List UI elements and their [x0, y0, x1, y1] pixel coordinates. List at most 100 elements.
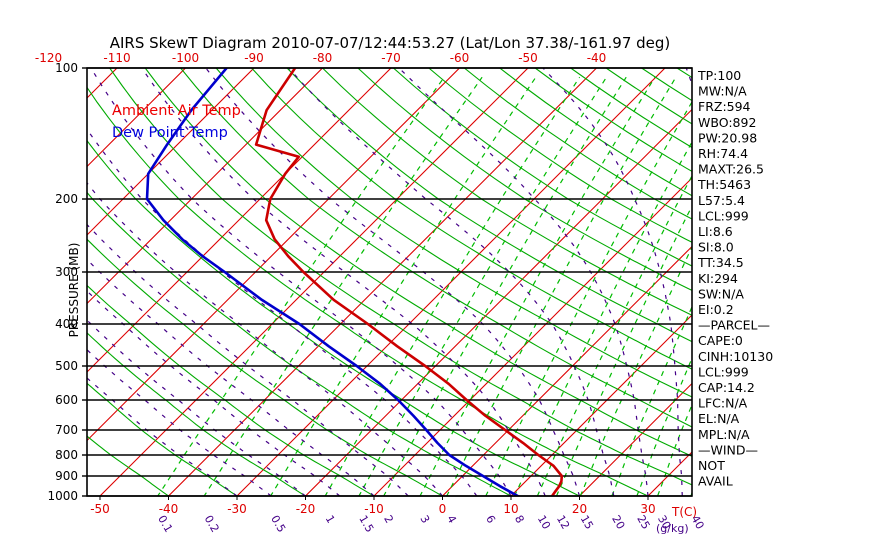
- bottom-temperature-tick-label: 20: [572, 502, 587, 516]
- mixing-ratio-tick-label: 40: [688, 513, 706, 532]
- index-frz: FRZ:594: [698, 99, 751, 114]
- index-mpl: MPL:N/A: [698, 427, 750, 442]
- pressure-tick-label: 900: [55, 469, 78, 483]
- dry-adiabat-line: [393, 68, 692, 267]
- mixing-ratio-line: [636, 356, 692, 496]
- index-sw: SW:N/A: [698, 286, 744, 301]
- pressure-tick-label: 800: [55, 448, 78, 462]
- isotherm-line: [87, 68, 392, 373]
- moist-adiabat-line: [87, 181, 443, 496]
- index-el: EL:N/A: [698, 411, 740, 426]
- isotherm-line: [87, 68, 461, 442]
- chart-title: AIRS SkewT Diagram 2010-07-07/12:44:53.2…: [110, 34, 671, 52]
- dry-adiabat-line: [357, 68, 692, 291]
- temperature-axis-label: T(C): [671, 505, 697, 519]
- index-li: LI:8.6: [698, 224, 733, 239]
- top-temperature-tick-label: -80: [313, 51, 333, 65]
- pressure-tick-label: 500: [55, 359, 78, 373]
- dry-adiabat-line: [87, 238, 444, 496]
- mixing-ratio-line: [269, 76, 537, 496]
- index-lcl-parcel: LCL:999: [698, 364, 749, 379]
- pressure-tick-label: 400: [55, 317, 78, 331]
- mixing-ratio-line: [656, 403, 692, 496]
- moist-adiabat-line: [205, 68, 581, 496]
- pressure-tick-label: 1000: [47, 489, 78, 503]
- dry-adiabat-line: [180, 68, 692, 428]
- mixing-ratio-tick-label: 25: [634, 513, 652, 532]
- top-temperature-tick-labels: -120 -110 -100 -90 -80 -70 -60 -50 -40: [35, 51, 606, 65]
- bottom-temperature-tick-label: -30: [227, 502, 247, 516]
- index-cape: CAPE:0: [698, 333, 743, 348]
- mixing-ratio-line: [536, 174, 692, 496]
- mixing-ratio-tick-label: 30: [655, 513, 673, 532]
- bottom-temperature-tick-label: -40: [159, 502, 179, 516]
- dry-adiabat-line: [87, 86, 650, 496]
- isotherm-line: [87, 68, 255, 236]
- pressure-tick-label: 100: [55, 61, 78, 75]
- pressure-tick-label: 700: [55, 423, 78, 437]
- index-wind-status-1: NOT: [698, 458, 725, 473]
- pressure-tick-labels: 100 200 300 400 500 600 700 800 900 1000: [47, 61, 78, 503]
- isotherm-line: [578, 382, 692, 496]
- moist-adiabat-line: [398, 68, 649, 496]
- profile-curves: [145, 68, 564, 496]
- dry-adiabat-line: [322, 68, 692, 316]
- index-mw: MW:N/A: [698, 84, 747, 99]
- index-cap: CAP:14.2: [698, 380, 755, 395]
- isobar-lines: [82, 67, 692, 497]
- bottom-temperature-tick-label: 30: [640, 502, 655, 516]
- index-wind-status-2: AVAIL: [698, 474, 733, 489]
- index-si: SI:8.0: [698, 240, 734, 255]
- plot-frame: [86, 67, 693, 497]
- isotherm-line: [236, 68, 666, 496]
- mixing-ratio-tick-label: 12: [554, 513, 572, 532]
- dry-adiabat-line: [87, 435, 170, 496]
- mixing-ratio-line: [513, 140, 692, 496]
- index-l57: L57:5.4: [698, 193, 745, 208]
- mixing-ratio-line: [555, 204, 692, 496]
- bottom-temperature-tick-label: 0: [439, 502, 447, 516]
- bottom-temperature-tick-label: -20: [296, 502, 316, 516]
- isotherm-line: [167, 68, 598, 496]
- dry-adiabat-line: [87, 382, 239, 496]
- sounding-indices-panel: TP:100MW:N/AFRZ:594WBO:892PW:20.98RH:74.…: [697, 68, 773, 489]
- pressure-tick-label: 300: [55, 265, 78, 279]
- isotherm-line: [510, 314, 692, 496]
- mixing-ratio-tick-label: 20: [609, 513, 627, 532]
- mixing-ratio-tick-label: 15: [578, 513, 596, 532]
- top-temperature-tick-label: -100: [172, 51, 199, 65]
- index-ei: EI:0.2: [698, 302, 734, 317]
- index-cinh: CINH:10130: [698, 349, 773, 364]
- dry-adiabat-line: [251, 68, 692, 370]
- mixing-ratio-line: [383, 76, 627, 496]
- top-temperature-tick-label: -40: [587, 51, 607, 65]
- index-tt: TT:34.5: [697, 255, 744, 270]
- legend-dew-point-temp: Dew Point Temp: [112, 125, 228, 141]
- mixing-ratio-line: [485, 100, 692, 496]
- moist-adiabat-line: [87, 223, 409, 496]
- bottom-temperature-tick-label: -50: [90, 502, 110, 516]
- profile-curve-ambient-air-temp: [254, 68, 564, 496]
- index-maxt: MAXT:26.5: [698, 162, 764, 177]
- top-temperature-tick-label: -120: [35, 51, 62, 65]
- index-lcl: LCL:999: [698, 208, 749, 223]
- mixing-ratio-line: [419, 76, 656, 496]
- dry-adiabat-line: [215, 68, 692, 398]
- index-lfc: LFC:N/A: [698, 396, 748, 411]
- dry-adiabat-line: [87, 332, 307, 496]
- mixing-ratio-line: [203, 76, 483, 496]
- pressure-tick-label: 600: [55, 393, 78, 407]
- moist-adiabat-line: [288, 68, 615, 496]
- isotherm-line: [373, 177, 692, 496]
- moist-adiabat-line: [87, 258, 375, 496]
- mixing-ratio-line: [446, 76, 677, 496]
- mixing-ratio-line: [156, 76, 445, 496]
- index-ki: KI:294: [698, 271, 738, 286]
- top-temperature-tick-label: -50: [518, 51, 538, 65]
- dry-adiabat-line: [286, 68, 692, 343]
- bottom-temperature-tick-label: -10: [364, 502, 384, 516]
- index-wind-header: —WIND—: [698, 442, 758, 457]
- pressure-tick-label: 200: [55, 192, 78, 206]
